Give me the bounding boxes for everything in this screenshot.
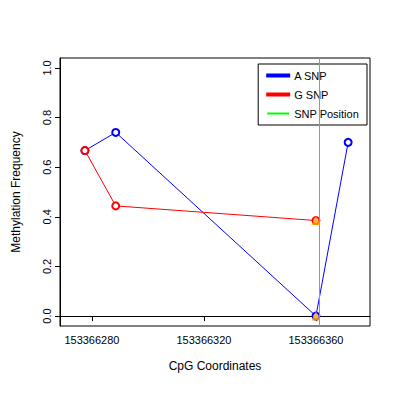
svg-text:0.2: 0.2 [41,259,53,274]
svg-text:G SNP: G SNP [294,89,328,101]
svg-text:0.8: 0.8 [41,110,53,125]
svg-text:CpG Coordinates: CpG Coordinates [169,359,262,373]
svg-text:1.0: 1.0 [41,60,53,75]
svg-text:0.4: 0.4 [41,209,53,224]
svg-text:153366360: 153366360 [288,334,343,346]
svg-text:SNP Position: SNP Position [294,108,359,120]
svg-text:0.6: 0.6 [41,160,53,175]
svg-text:153366280: 153366280 [64,334,119,346]
svg-text:Methylation Frequency: Methylation Frequency [9,131,23,252]
svg-text:153366320: 153366320 [176,334,231,346]
svg-text:A SNP: A SNP [294,70,326,82]
svg-text:0.0: 0.0 [41,308,53,323]
